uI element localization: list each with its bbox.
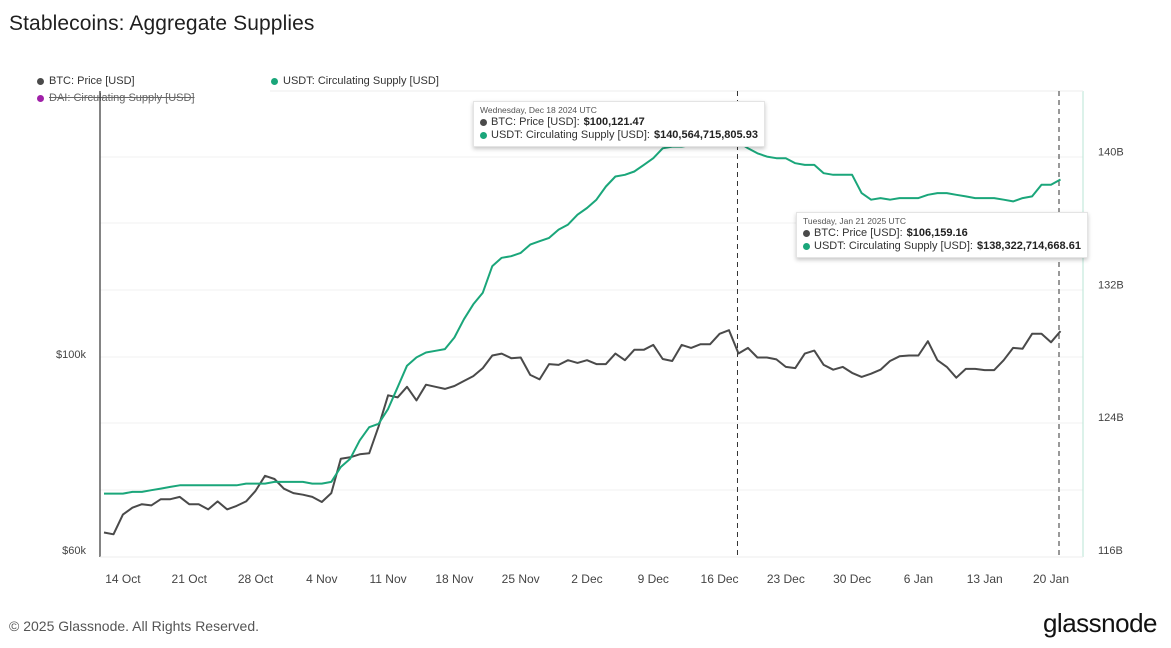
glassnode-logo: glassnode — [1042, 608, 1158, 638]
tooltip-row-btc: BTC: Price [USD]: $100,121.47 — [480, 116, 758, 129]
x-axis-tick-label: 2 Dec — [571, 572, 602, 586]
chart-title: Stablecoins: Aggregate Supplies — [9, 12, 315, 35]
x-axis-tick-label: 25 Nov — [502, 572, 540, 586]
x-axis-tick-label: 9 Dec — [638, 572, 669, 586]
tooltip-value: $100,121.47 — [583, 116, 645, 128]
tooltip-label: USDT: Circulating Supply [USD]: — [814, 240, 973, 252]
x-axis-tick-label: 30 Dec — [833, 572, 871, 586]
right-axis-tick-label: 140B — [1098, 147, 1124, 159]
tooltip-value: $138,322,714,668.61 — [976, 240, 1081, 252]
tooltip-label: BTC: Price [USD]: — [491, 116, 580, 128]
x-axis-tick-label: 18 Nov — [435, 572, 473, 586]
legend-label: BTC: Price [USD] — [49, 75, 135, 87]
tooltip-value: $106,159.16 — [906, 227, 968, 239]
legend-dot-icon — [37, 77, 44, 85]
copyright-text: © 2025 Glassnode. All Rights Reserved. — [9, 618, 260, 634]
tooltip-date: Wednesday, Dec 18 2024 UTC — [480, 105, 597, 115]
legend-item-usdt-supply[interactable]: USDT: Circulating Supply [USD] — [271, 75, 439, 87]
legend-label: DAI: Circulating Supply [USD] — [49, 92, 195, 104]
right-axis-ticks: 116B 124B 132B 140B — [1098, 147, 1124, 557]
series-usdt-supply — [103, 141, 1061, 495]
right-axis-tick-label: 132B — [1098, 279, 1124, 291]
tooltip-jan-21: Tuesday, Jan 21 2025 UTC BTC: Price [USD… — [796, 212, 1088, 258]
x-axis-tick-label: 28 Oct — [238, 572, 274, 586]
crosshair-markers — [736, 91, 1060, 557]
tooltip-label: BTC: Price [USD]: — [814, 227, 903, 239]
grid-lines — [100, 156, 1083, 491]
btc-dot-icon — [803, 230, 810, 237]
x-axis-tick-label: 14 Oct — [105, 572, 141, 586]
usdt-dot-icon — [480, 132, 487, 139]
left-axis-tick-label: $60k — [62, 545, 86, 557]
series-line — [104, 141, 1061, 495]
legend-dot-icon — [271, 77, 278, 85]
legend-label: USDT: Circulating Supply [USD] — [283, 75, 439, 87]
x-axis-ticks: 14 Oct 21 Oct 28 Oct 4 Nov 11 Nov 18 Nov 25 No… — [105, 572, 1069, 586]
tooltip-row-usdt: USDT: Circulating Supply [USD]: $140,564… — [480, 129, 758, 142]
usdt-dot-icon — [803, 243, 810, 250]
right-axis-tick-label: 124B — [1098, 412, 1124, 424]
btc-dot-icon — [480, 119, 487, 126]
x-axis-tick-label: 11 Nov — [370, 572, 407, 586]
x-axis-tick-label: 23 Dec — [767, 572, 805, 586]
legend-dot-icon — [37, 94, 44, 102]
legend-item-btc-price[interactable]: BTC: Price [USD] — [37, 75, 135, 87]
tooltip-value: $140,564,715,805.93 — [653, 129, 758, 141]
x-axis-tick-label: 4 Nov — [306, 572, 337, 586]
tooltip-label: USDT: Circulating Supply [USD]: — [491, 129, 650, 141]
tooltip-date: Tuesday, Jan 21 2025 UTC — [803, 216, 907, 226]
x-axis-tick-label: 21 Oct — [172, 572, 208, 586]
series-line — [103, 329, 1062, 536]
series-btc-price — [103, 329, 1062, 536]
x-axis-tick-label: 20 Jan — [1033, 572, 1069, 586]
tooltip-row-btc: BTC: Price [USD]: $106,159.16 — [803, 227, 1081, 240]
x-axis-tick-label: 16 Dec — [701, 572, 739, 586]
left-axis-tick-label: $100k — [56, 349, 86, 361]
x-axis-tick-label: 6 Jan — [904, 572, 933, 586]
tooltip-dec-18: Wednesday, Dec 18 2024 UTC BTC: Price [U… — [473, 101, 765, 147]
series-lines — [103, 141, 1062, 536]
x-axis-tick-label: 13 Jan — [967, 572, 1003, 586]
left-axis-ticks: $60k $100k — [56, 349, 86, 557]
right-axis-tick-label: 116B — [1098, 545, 1123, 557]
legend-item-dai-supply[interactable]: DAI: Circulating Supply [USD] — [37, 92, 195, 104]
tooltip-row-usdt: USDT: Circulating Supply [USD]: $138,322… — [803, 240, 1081, 253]
